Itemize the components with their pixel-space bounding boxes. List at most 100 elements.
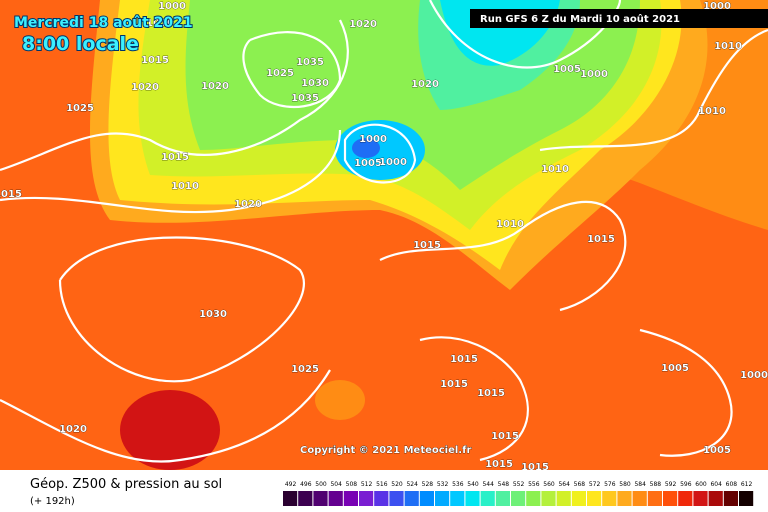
- scale-swatch: [435, 491, 450, 506]
- scale-swatch: [283, 491, 298, 506]
- scale-swatch: [359, 491, 374, 506]
- scale-label: 564: [558, 481, 570, 488]
- scale-label: 528: [422, 481, 434, 488]
- isobar-label: 1030: [301, 78, 329, 89]
- isobar-label: 1015: [440, 379, 468, 390]
- scale-label: 580: [619, 481, 631, 488]
- scale-label: 536: [452, 481, 464, 488]
- isobar-label: 1020: [59, 424, 87, 435]
- scale-swatch: [480, 491, 495, 506]
- scale-swatch: [693, 491, 708, 506]
- isobar-label: 1005: [703, 445, 731, 456]
- isobar-label: 1030: [199, 309, 227, 320]
- scale-swatch: [526, 491, 541, 506]
- scale-swatch: [556, 491, 571, 506]
- isobar-label: 1015: [413, 240, 441, 251]
- scale-swatch: [495, 491, 510, 506]
- isobar-label: 1010: [541, 164, 569, 175]
- isobar-label: 1025: [66, 103, 94, 114]
- scale-label: 548: [498, 481, 510, 488]
- isobar-label: 1005: [553, 64, 581, 75]
- scale-label: 560: [543, 481, 555, 488]
- scale-label: 584: [634, 481, 646, 488]
- scale-swatch: [450, 491, 465, 506]
- scale-label: 508: [346, 481, 358, 488]
- scale-swatch: [587, 491, 602, 506]
- scale-swatch: [739, 491, 754, 506]
- scale-swatch: [723, 491, 738, 506]
- map-fields: [0, 0, 768, 470]
- isobar-label: 1020: [411, 79, 439, 90]
- scale-swatch: [313, 491, 328, 506]
- date-label: Mercredi 18 août 2021: [14, 15, 193, 31]
- scale-swatch: [465, 491, 480, 506]
- isobar-label: 1000: [580, 69, 608, 80]
- scale-label: 532: [437, 481, 449, 488]
- scale-swatch: [663, 491, 678, 506]
- scale-label: 604: [710, 481, 722, 488]
- isobar-label: 1015: [141, 55, 169, 66]
- scale-label: 596: [680, 481, 692, 488]
- isobar-label: 1015: [161, 152, 189, 163]
- scale-swatch: [343, 491, 358, 506]
- isobar-label: 1020: [131, 82, 159, 93]
- isobar-label: 1020: [234, 199, 262, 210]
- isobar-label: 1035: [291, 93, 319, 104]
- scale-label: 576: [604, 481, 616, 488]
- scale-label: 520: [391, 481, 403, 488]
- scale-label: 600: [695, 481, 707, 488]
- scale-swatch: [708, 491, 723, 506]
- isobar-label: 1000: [379, 157, 407, 168]
- scale-label: 588: [650, 481, 662, 488]
- footer-title: Géop. Z500 & pression au sol: [30, 477, 222, 492]
- isobar-label: 1010: [146, 18, 174, 29]
- isobar-label: 1015: [587, 234, 615, 245]
- isobar-label: 1015: [0, 189, 22, 200]
- scale-swatch: [571, 491, 586, 506]
- scale-swatch: [678, 491, 693, 506]
- isobar-label: 1010: [698, 106, 726, 117]
- scale-swatch: [602, 491, 617, 506]
- isobar-label: 1000: [359, 134, 387, 145]
- isobar-label: 1015: [485, 459, 513, 470]
- isobar-label: 1015: [521, 462, 549, 473]
- run-label: Run GFS 6 Z du Mardi 10 août 2021: [480, 13, 680, 25]
- isobar-label: 1015: [477, 388, 505, 399]
- scale-label: 592: [665, 481, 677, 488]
- scale-swatch: [617, 491, 632, 506]
- isobar-label: 1035: [296, 57, 324, 68]
- footer-lead: (+ 192h): [30, 496, 75, 507]
- scale-swatch: [632, 491, 647, 506]
- time-label: 8:00 locale: [22, 33, 139, 55]
- scale-label: 612: [741, 481, 753, 488]
- scale-label: 568: [574, 481, 586, 488]
- scale-label: 608: [726, 481, 738, 488]
- scale-label: 500: [315, 481, 327, 488]
- scale-swatch: [389, 491, 404, 506]
- isobar-label: 1010: [496, 219, 524, 230]
- scale-label: 492: [285, 481, 297, 488]
- scale-swatch: [511, 491, 526, 506]
- isobar-label: 1015: [450, 354, 478, 365]
- scale-label: 524: [406, 481, 418, 488]
- isobar-label: 1010: [714, 41, 742, 52]
- isobar-label: 1015: [491, 431, 519, 442]
- isobar-label: 1000: [158, 1, 186, 12]
- scale-label: 516: [376, 481, 388, 488]
- copyright: Copyright © 2021 Meteociel.fr: [300, 445, 471, 456]
- scale-swatch: [328, 491, 343, 506]
- scale-label: 504: [330, 481, 342, 488]
- scale-label: 540: [467, 481, 479, 488]
- isobar-label: 1005: [661, 363, 689, 374]
- scale-swatch: [404, 491, 419, 506]
- scale-label: 512: [361, 481, 373, 488]
- scale-swatch: [298, 491, 313, 506]
- isobars: [0, 0, 768, 463]
- isobar-label: 1010: [171, 181, 199, 192]
- isobar-label: 1005: [354, 158, 382, 169]
- run-box: [470, 9, 768, 28]
- scale-swatch: [419, 491, 434, 506]
- isobar-label: 1020: [201, 81, 229, 92]
- isobar-label: 1000: [740, 370, 768, 381]
